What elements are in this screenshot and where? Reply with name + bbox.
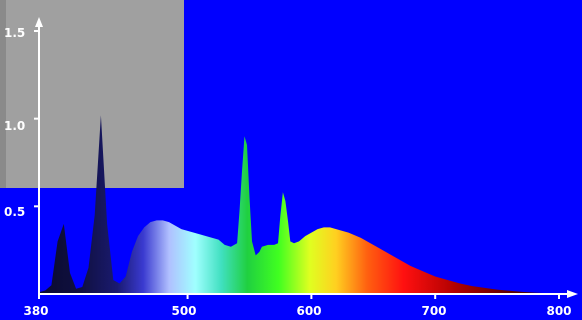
y-tick-label-1-5: 1.5 bbox=[4, 26, 25, 40]
y-tick-label-1-0: 1.0 bbox=[4, 119, 25, 133]
x-axis-arrow bbox=[567, 290, 578, 298]
x-tick-label-500: 500 bbox=[171, 304, 196, 318]
x-tick-label-600: 600 bbox=[296, 304, 321, 318]
x-tick-label-700: 700 bbox=[421, 304, 446, 318]
x-tick-label-380: 380 bbox=[23, 304, 48, 318]
x-tick-label-800: 800 bbox=[546, 304, 571, 318]
inset-panel-edge bbox=[0, 0, 6, 188]
spectrum-area bbox=[39, 115, 559, 294]
y-axis-arrow bbox=[35, 17, 43, 27]
inset-panel bbox=[0, 0, 184, 188]
y-tick-label-0-5: 0.5 bbox=[4, 205, 25, 219]
